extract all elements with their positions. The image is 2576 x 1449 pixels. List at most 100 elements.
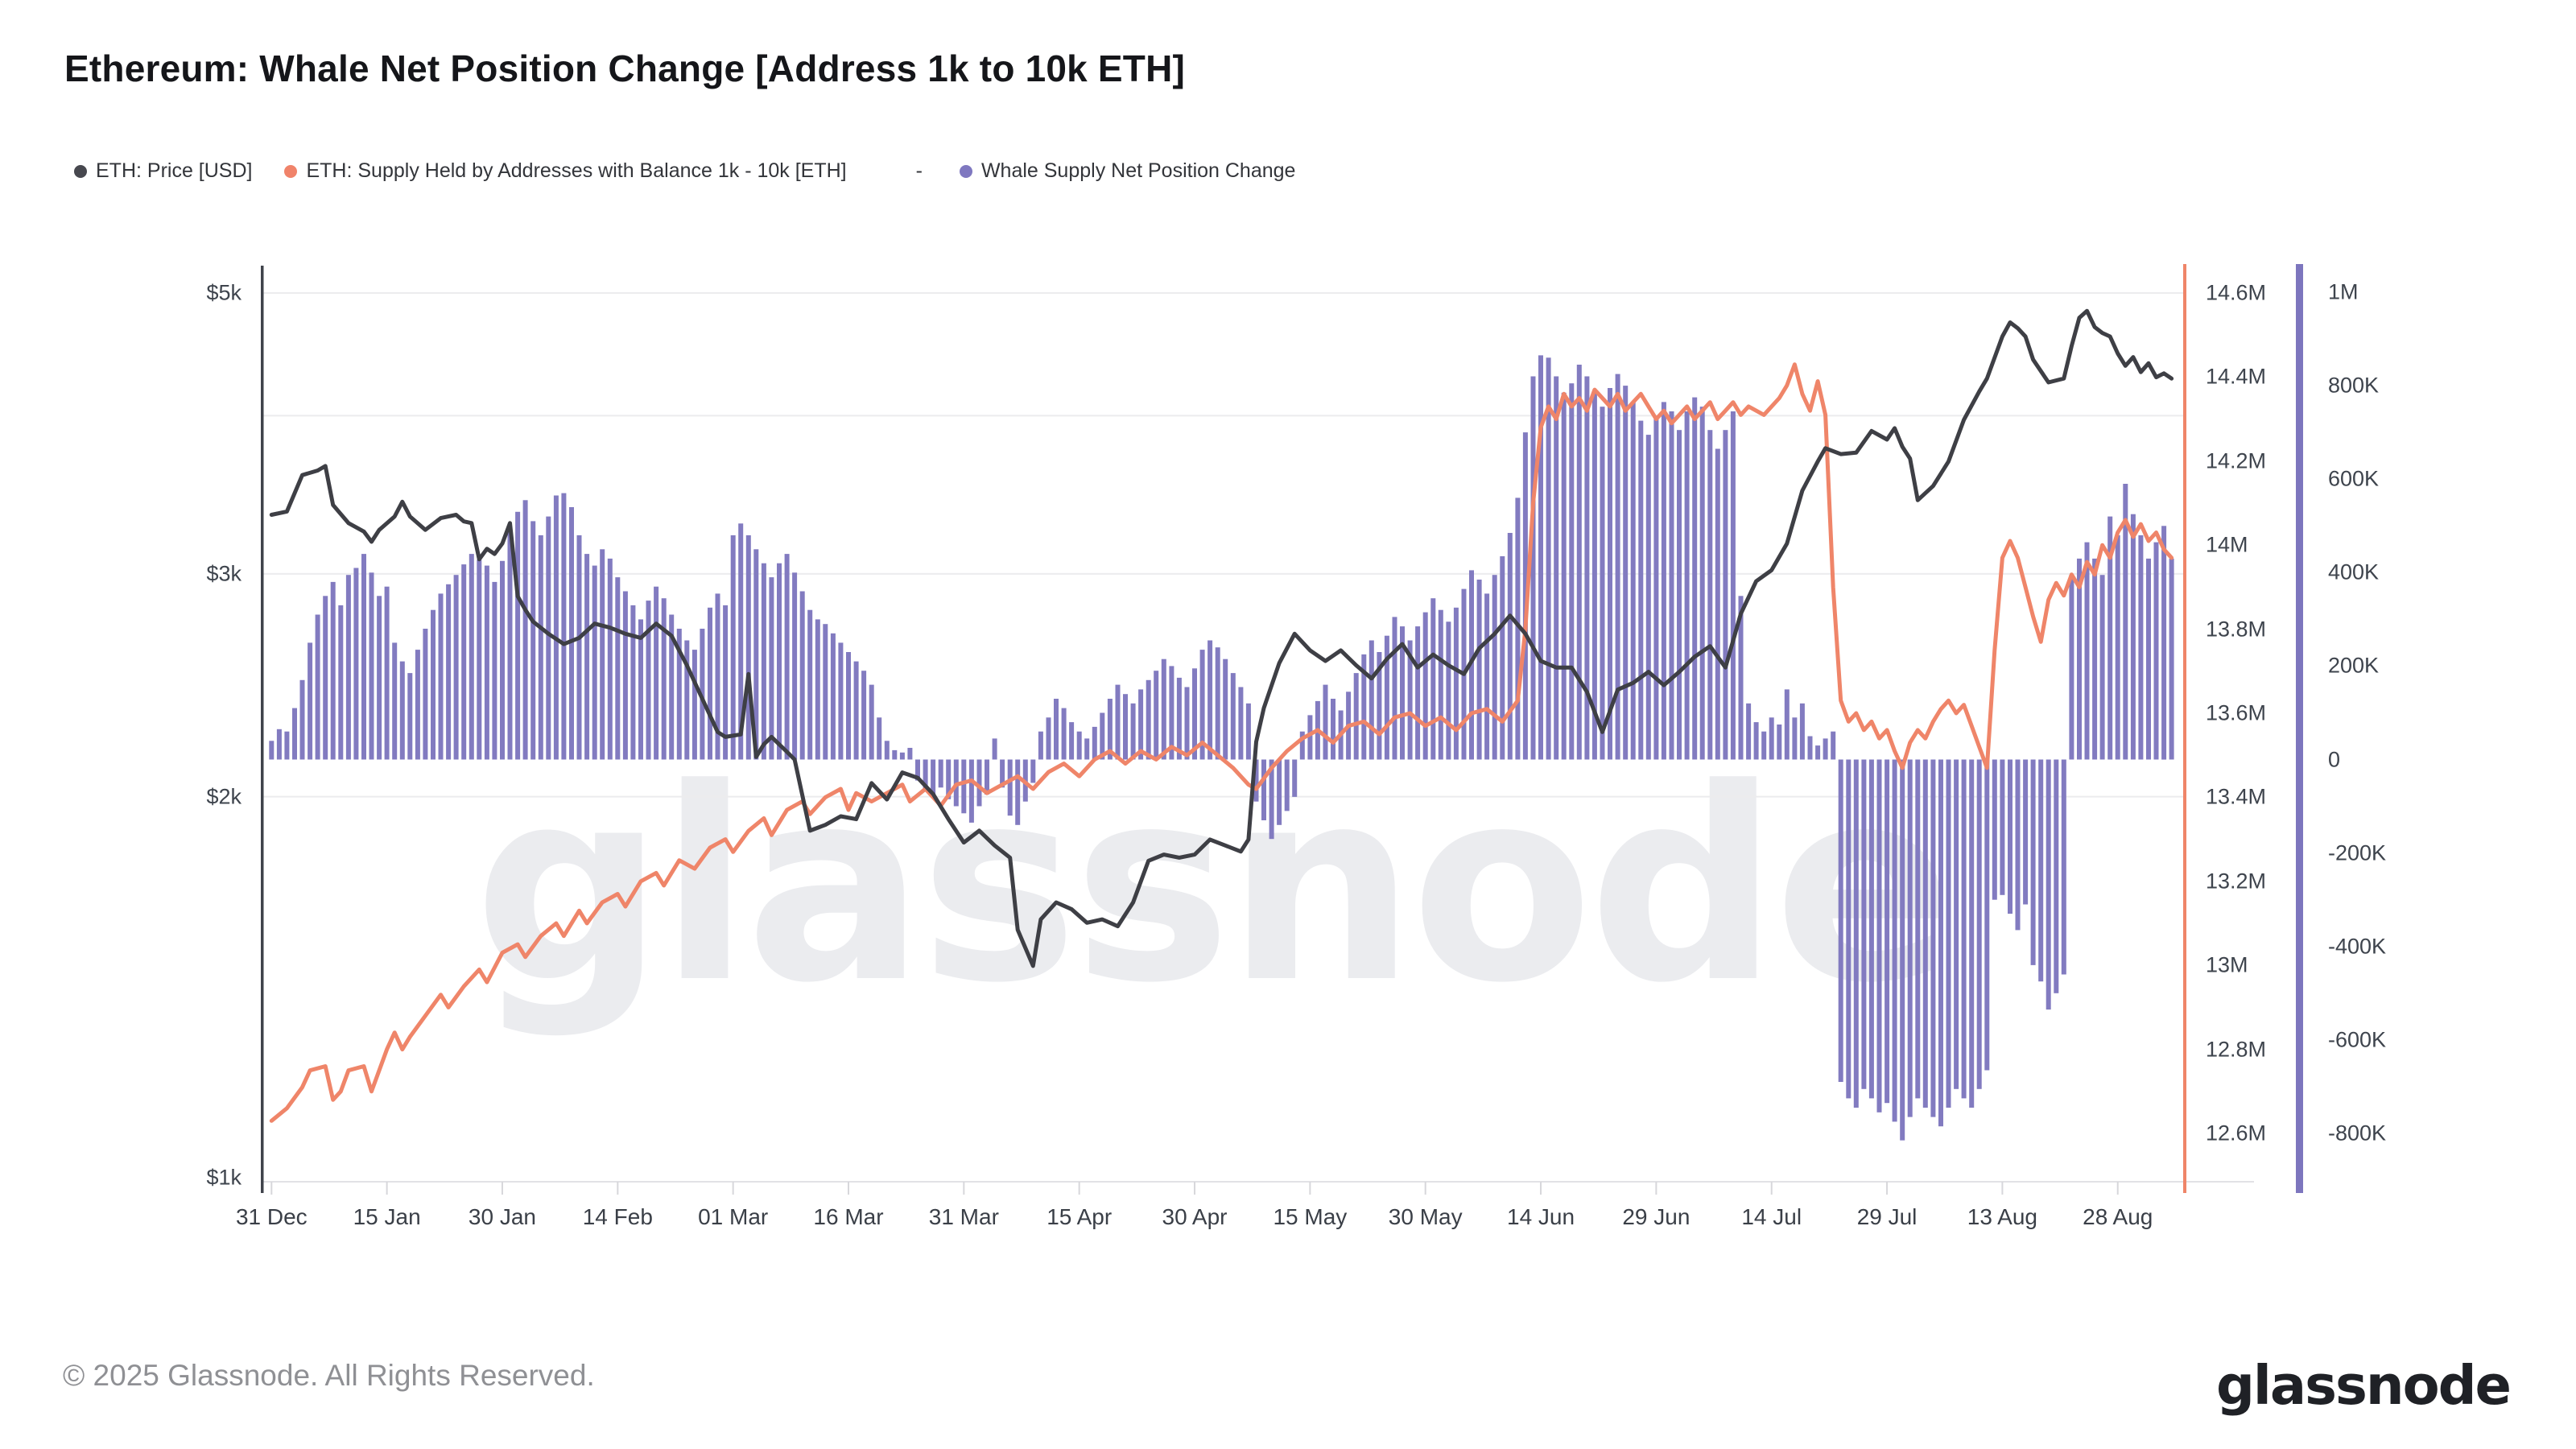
net-position-bar	[630, 605, 636, 760]
plot-area[interactable]	[262, 293, 2183, 1182]
net-position-bar	[1831, 731, 1836, 760]
net-position-bar	[968, 759, 974, 823]
net-position-bar	[1677, 430, 1682, 760]
net-position-bar	[1522, 432, 1528, 760]
net-position-bar	[522, 500, 528, 760]
net-position-bar	[1492, 575, 1497, 760]
y-axis-change-tick: -600K	[2328, 1027, 2387, 1052]
net-position-bar	[1792, 717, 1798, 760]
net-position-bar	[1653, 415, 1659, 760]
net-position-bar	[1184, 687, 1190, 760]
net-position-bar	[1415, 626, 1421, 760]
net-position-bar	[1699, 407, 1705, 760]
net-position-bar	[1215, 647, 1220, 760]
net-position-bar	[530, 521, 536, 760]
net-position-bar	[931, 759, 936, 797]
net-position-bar	[738, 523, 744, 760]
net-position-bar	[1030, 759, 1036, 783]
net-position-bar	[415, 650, 420, 760]
net-position-bar	[723, 605, 729, 760]
net-position-bar	[515, 511, 521, 760]
x-axis-tick-label: 31 Dec	[235, 1204, 308, 1229]
net-position-bar	[1930, 759, 1936, 1117]
net-position-bar	[1100, 712, 1105, 760]
net-position-bar	[1876, 759, 1882, 1113]
net-position-bar	[684, 640, 690, 760]
net-position-bar	[1615, 374, 1620, 760]
x-axis-tick-label: 01 Mar	[698, 1204, 769, 1229]
net-position-bar	[1900, 759, 1905, 1141]
net-position-bar	[815, 619, 820, 760]
net-position-bar	[1130, 703, 1136, 760]
net-position-bar	[1368, 640, 1374, 760]
x-axis-tick-label: 30 Jan	[468, 1204, 537, 1229]
net-position-bar	[1392, 617, 1397, 760]
net-position-bar	[1546, 357, 1551, 760]
net-position-bar	[691, 650, 697, 760]
y-axis-price-tick: $2k	[206, 784, 242, 809]
net-position-bar	[1584, 376, 1590, 760]
legend-item-supply[interactable]: ETH: Supply Held by Addresses with Balan…	[284, 159, 847, 183]
net-position-bar	[2130, 514, 2136, 760]
net-position-bar	[1500, 556, 1505, 760]
net-position-bar	[1753, 722, 1759, 760]
net-position-bar	[2000, 759, 2005, 895]
net-position-bar	[361, 554, 366, 760]
legend-item-label: ETH: Price [USD]	[96, 159, 253, 182]
net-position-bar	[861, 671, 867, 760]
net-position-bar	[2046, 759, 2051, 1010]
net-position-bar	[1407, 640, 1413, 760]
net-position-bar	[799, 591, 805, 760]
net-position-bar	[915, 759, 920, 781]
net-position-bar	[1630, 402, 1636, 760]
y-axis-change-tick: 400K	[2328, 559, 2380, 584]
net-position-bar	[1961, 759, 1967, 1099]
net-position-bar	[2015, 759, 2021, 931]
y-axis-change-tick: 1M	[2328, 279, 2359, 304]
supply-line	[269, 362, 2174, 1123]
x-axis-tick-label: 30 Apr	[1162, 1204, 1228, 1229]
y-axis-change-tick: 600K	[2328, 466, 2380, 491]
y-axis-supply-tick: 13M	[2206, 952, 2248, 977]
legend-item-net-position[interactable]: Whale Supply Net Position Change	[959, 159, 1295, 183]
price-series-dot-icon	[74, 164, 87, 178]
x-axis-tick-label: 14 Jul	[1741, 1204, 1802, 1229]
net-position-bar	[1954, 759, 1959, 1089]
net-position-bar	[784, 554, 790, 760]
net-position-bar	[899, 752, 905, 760]
net-position-bar	[1892, 759, 1897, 1122]
net-position-bar	[1453, 607, 1459, 760]
net-position-bar	[1823, 738, 1828, 760]
net-position-bar	[1738, 596, 1744, 760]
net-position-bar	[2030, 759, 2036, 965]
net-position-bar	[330, 581, 336, 760]
net-position-bar	[1623, 386, 1629, 760]
net-position-bar	[1715, 448, 1720, 760]
net-position-bar	[761, 563, 766, 760]
net-position-bar	[661, 598, 667, 760]
net-position-bar	[399, 661, 405, 760]
net-position-bar	[1161, 658, 1166, 760]
net-position-bar	[1284, 759, 1290, 811]
net-position-bar	[622, 591, 628, 760]
x-axis-tick-label: 15 Apr	[1046, 1204, 1113, 1229]
legend: ETH: Price [USD] ETH: Supply Held by Add…	[74, 159, 1295, 183]
legend-item-price[interactable]: ETH: Price [USD]	[74, 159, 252, 183]
net-position-bar	[1208, 640, 1213, 760]
net-position-bar	[592, 565, 597, 760]
net-position-bar	[500, 560, 505, 760]
net-position-bar	[1054, 699, 1059, 760]
net-position-bar	[1000, 759, 1005, 788]
net-position-bar	[1730, 411, 1736, 760]
net-position-bar	[423, 629, 428, 760]
net-position-bar	[1938, 759, 1943, 1127]
net-position-bar	[338, 605, 344, 760]
net-position-bar	[1969, 759, 1975, 1108]
net-position-bar	[377, 596, 382, 760]
net-position-bar	[384, 586, 390, 760]
net-position-bar	[2061, 759, 2066, 975]
net-position-bar	[853, 661, 859, 760]
net-position-bar	[938, 759, 943, 788]
net-position-bar	[745, 535, 751, 760]
